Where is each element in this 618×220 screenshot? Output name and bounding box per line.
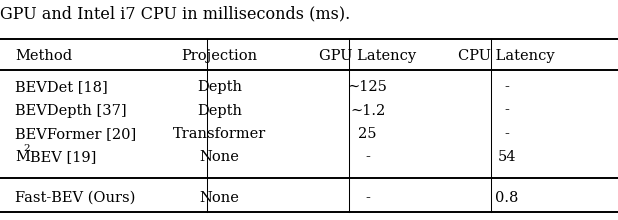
Text: GPU and Intel i7 CPU in milliseconds (ms).: GPU and Intel i7 CPU in milliseconds (ms…	[0, 6, 350, 22]
Text: Projection: Projection	[181, 50, 258, 63]
Text: -: -	[504, 104, 509, 118]
Text: Depth: Depth	[197, 104, 242, 118]
Text: CPU Latency: CPU Latency	[459, 50, 555, 63]
Text: 25: 25	[358, 127, 377, 141]
Text: ∼1.2: ∼1.2	[350, 104, 386, 118]
Text: 2: 2	[23, 144, 30, 153]
Text: ∼125: ∼125	[348, 80, 387, 94]
Text: -: -	[504, 80, 509, 94]
Text: Depth: Depth	[197, 80, 242, 94]
Text: -: -	[365, 150, 370, 164]
Text: GPU Latency: GPU Latency	[319, 50, 417, 63]
Text: BEVDet [18]: BEVDet [18]	[15, 80, 108, 94]
Text: Transformer: Transformer	[173, 127, 266, 141]
Text: Fast-BEV (Ours): Fast-BEV (Ours)	[15, 191, 136, 205]
Text: None: None	[200, 191, 239, 205]
Text: -: -	[504, 127, 509, 141]
Text: 0.8: 0.8	[495, 191, 519, 205]
Text: BEVFormer [20]: BEVFormer [20]	[15, 127, 137, 141]
Text: Method: Method	[15, 50, 72, 63]
Text: -: -	[365, 191, 370, 205]
Text: None: None	[200, 150, 239, 164]
Text: M: M	[15, 150, 30, 164]
Text: BEV [19]: BEV [19]	[30, 150, 96, 164]
Text: 54: 54	[497, 150, 516, 164]
Text: BEVDepth [37]: BEVDepth [37]	[15, 104, 127, 118]
